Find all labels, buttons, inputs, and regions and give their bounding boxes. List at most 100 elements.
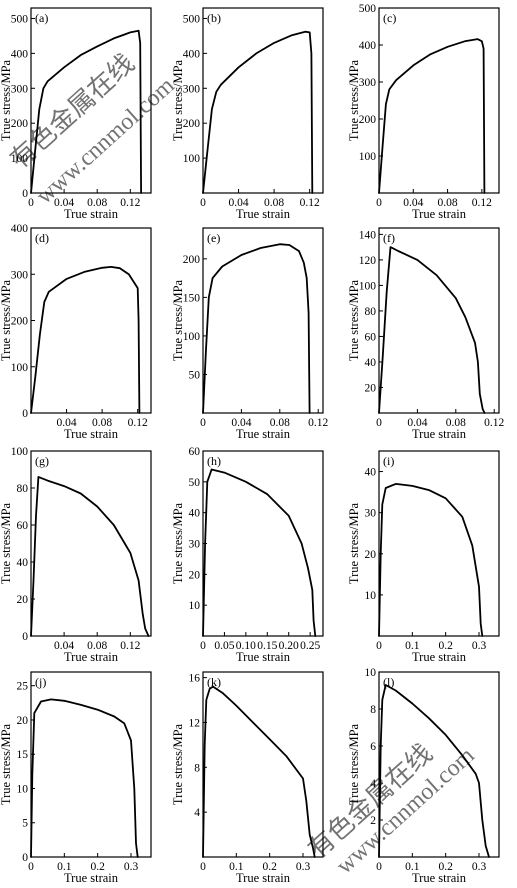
chart-panel: 0 0.1 0.2 0.3 4 8 12 16 (k) True strain True stres… [171,671,324,885]
x-tick-label: 0 [28,861,34,873]
stress-strain-curve [202,468,317,637]
x-tick-label: 0.08 [446,417,466,429]
x-axis-label: True strain [236,650,291,664]
panel-label: (l) [383,675,394,689]
y-tick-label: 40 [189,508,201,520]
y-tick-label: 10 [365,590,377,602]
x-tick-label: 0 [28,197,34,209]
y-tick-label: 100 [183,153,201,165]
x-tick-label: 0.04 [407,417,427,429]
x-tick-label: 0.08 [270,417,290,429]
y-tick-label: 100 [11,446,29,458]
x-axis-label: True strain [412,650,467,664]
x-tick-label: 0.04 [231,417,251,429]
chart-panel: 0 0.04 0.08 0.12 0 100 200 300 400 500 (a) True str… [0,7,152,221]
stress-strain-curve [30,475,150,637]
y-tick-label: 200 [11,118,29,130]
y-tick-label: 120 [359,255,377,267]
y-axis-label: True stress/MPa [171,502,185,584]
y-tick-label: 16 [189,673,201,685]
y-tick-label: 200 [183,254,201,266]
x-tick-label: 0.12 [308,417,328,429]
x-tick-label: 0.2 [90,861,105,873]
stress-strain-curve [202,30,314,194]
x-tick-label: 0.3 [296,861,311,873]
chart-panel: 0 0.04 0.08 0.12 100 200 300 400 500 (c) True stra… [347,3,500,221]
y-tick-label: 60 [17,520,29,532]
y-tick-label: 500 [359,3,377,15]
y-tick-label: 2 [370,815,376,827]
y-tick-label: 150 [183,292,201,304]
x-tick-label: 0.04 [56,417,76,429]
chart-panel: 0 0.04 0.08 0.12 50 100 150 200 (e) True strain Tr… [171,227,329,441]
panel-label: (j) [35,675,46,689]
y-axis-label: True stress/MPa [171,279,185,361]
stress-strain-curve [378,246,486,414]
y-tick-label: 500 [183,13,201,25]
x-tick-label: 0.2 [262,861,277,873]
panel-label: (f) [383,231,395,245]
y-axis-label: True stress/MPa [347,59,361,141]
y-tick-label: 8 [370,704,376,716]
y-tick-label: 5 [22,818,28,830]
y-tick-label: 400 [359,40,377,52]
chart-panel: 0.04 0.08 0.12 0 100 200 300 400 (d) True strain T… [0,223,152,441]
x-axis-label: True strain [236,207,291,221]
x-tick-label: 0.04 [228,197,248,209]
y-tick-label: 10 [189,600,201,612]
stress-strain-curve [202,685,316,858]
x-tick-label: 0.1 [405,640,420,652]
y-tick-label: 8 [194,762,200,774]
y-tick-label: 20 [17,594,29,606]
panel-label: (c) [383,11,396,25]
stress-strain-curve [378,38,486,194]
x-axis-label: True strain [412,871,467,885]
x-tick-label: 0.10 [236,640,256,652]
panel-label: (k) [207,675,221,689]
x-tick-label: 0.2 [438,640,453,652]
y-tick-label: 140 [359,229,377,241]
x-tick-label: 0.08 [87,197,107,209]
x-tick-label: 0.3 [472,640,487,652]
y-tick-label: 200 [359,114,377,126]
plot-frame [30,450,152,637]
y-tick-label: 0 [22,631,28,643]
x-axis-label: True strain [412,207,467,221]
x-tick-label: 0 [376,861,382,873]
x-tick-label: 0.08 [438,197,458,209]
plot-frame [378,227,500,414]
panel-label: (b) [207,11,221,25]
y-tick-label: 100 [359,151,377,163]
x-tick-label: 0 [376,197,382,209]
y-tick-label: 12 [189,717,201,729]
x-tick-label: 0.12 [484,417,504,429]
stress-strain-curve [202,243,311,414]
y-tick-label: 100 [183,331,201,343]
plot-frame [202,450,324,637]
x-tick-label: 0.12 [300,197,320,209]
stress-strain-curve [378,684,490,858]
y-tick-label: 400 [11,223,29,235]
y-tick-label: 200 [183,118,201,130]
y-tick-label: 15 [17,749,29,761]
plot-frame [202,7,324,194]
watermark-layer: 有色金属在线 www.cnnmol.com 有色金属在线 www.cnnmol.… [5,49,480,880]
y-axis-label: True stress/MPa [347,723,361,805]
y-tick-label: 0 [22,408,28,420]
x-axis-label: True strain [236,427,291,441]
y-tick-label: 60 [189,446,201,458]
x-axis-label: True strain [412,427,467,441]
panel-label: (a) [35,11,48,25]
y-tick-label: 6 [370,741,376,753]
plot-frame [378,7,500,194]
chart-panel: 0 0.1 0.2 0.3 2 4 6 8 10 (l) True strain True stres… [347,667,500,885]
y-tick-label: 100 [359,280,377,292]
stress-strain-curve [30,265,141,414]
y-tick-label: 20 [365,382,377,394]
y-tick-label: 20 [365,549,377,561]
y-tick-label: 100 [11,362,29,374]
y-tick-label: 400 [183,48,201,60]
x-tick-label: 0 [200,197,206,209]
x-tick-label: 0 [200,417,206,429]
